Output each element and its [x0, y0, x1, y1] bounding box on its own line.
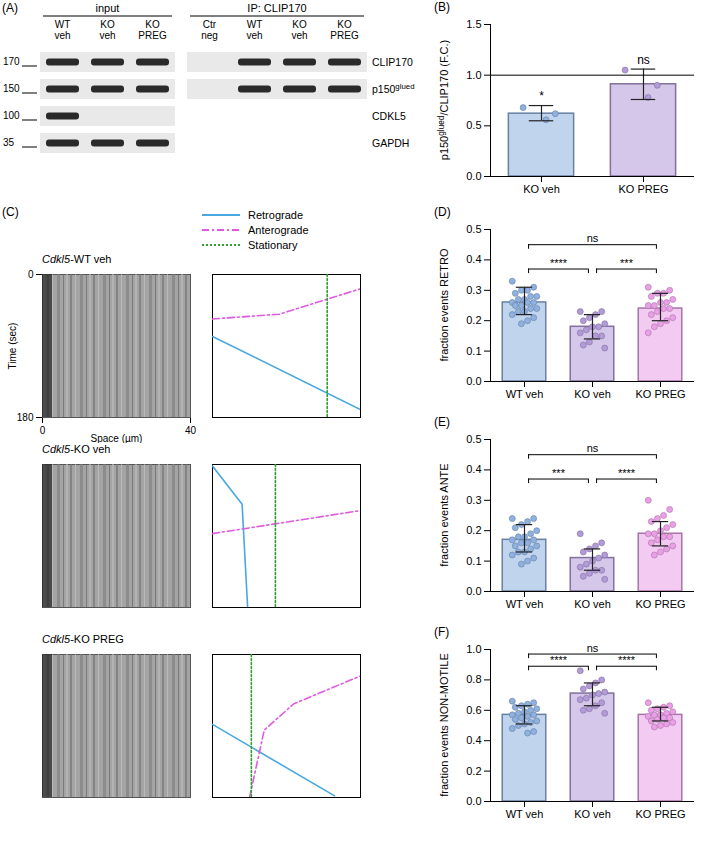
svg-text:GAPDH: GAPDH	[372, 137, 409, 149]
html-text:Cdkl5 -WT veh: Cdkl5 -WT veh	[42, 253, 112, 265]
svg-text:0.5: 0.5	[466, 223, 481, 235]
svg-text:****: ****	[550, 654, 568, 666]
svg-text:KO veh: KO veh	[574, 808, 611, 820]
svg-text:KO PREG: KO PREG	[635, 388, 685, 400]
svg-text:0.0: 0.0	[466, 170, 481, 182]
svg-text:0.1: 0.1	[466, 555, 481, 567]
svg-text:Retrograde: Retrograde	[248, 209, 303, 221]
svg-text:ns: ns	[587, 642, 599, 654]
svg-text:0.0: 0.0	[466, 795, 481, 807]
svg-text:CLIP170: CLIP170	[372, 56, 413, 68]
svg-text:WT veh: WT veh	[506, 598, 544, 610]
svg-text:KO veh: KO veh	[574, 598, 611, 610]
svg-text:****: ****	[618, 654, 636, 666]
svg-text:0.6: 0.6	[466, 704, 481, 716]
svg-text:WT veh: WT veh	[506, 388, 544, 400]
svg-text:KOPREG: KOPREG	[330, 19, 359, 41]
html-text:(C): (C)	[2, 205, 19, 219]
svg-text:0.5: 0.5	[466, 433, 481, 445]
svg-text:0.4: 0.4	[466, 253, 481, 265]
svg-text:0.4: 0.4	[466, 463, 481, 475]
svg-text:ns: ns	[587, 232, 599, 244]
svg-text:Stationary: Stationary	[248, 239, 298, 251]
svg-text:WTveh: WTveh	[246, 19, 262, 41]
svg-text:IP: CLIP170: IP: CLIP170	[247, 2, 306, 14]
svg-text:***: ***	[552, 467, 566, 479]
svg-text:1.0: 1.0	[466, 69, 481, 81]
svg-text:KO PREG: KO PREG	[618, 183, 668, 195]
svg-text:0.8: 0.8	[466, 673, 481, 685]
svg-text:Ctrneg: Ctrneg	[201, 19, 218, 41]
svg-text:0.4: 0.4	[466, 734, 481, 746]
html-text:Cdkl5 -KO veh: Cdkl5 -KO veh	[42, 443, 111, 455]
svg-text:1.5: 1.5	[466, 18, 481, 30]
svg-text:0.5: 0.5	[466, 119, 481, 131]
svg-text:40: 40	[185, 425, 196, 436]
svg-text:p150glued/CLIP170 (F.C.): p150glued/CLIP170 (F.C.)	[437, 40, 450, 160]
svg-text:0.2: 0.2	[466, 524, 481, 536]
svg-text:*: *	[539, 89, 544, 103]
svg-text:ns: ns	[637, 53, 650, 67]
svg-text:CDKL5: CDKL5	[372, 110, 406, 122]
svg-text:WTveh: WTveh	[54, 19, 70, 41]
svg-text:0.0: 0.0	[466, 585, 481, 597]
svg-text:35: 35	[3, 137, 15, 148]
svg-text:Time (sec): Time (sec)	[7, 323, 18, 370]
svg-text:1.0: 1.0	[466, 643, 481, 655]
html-text:(E): (E)	[434, 415, 450, 429]
svg-text:KOveh: KOveh	[99, 19, 115, 41]
svg-text:KO PREG: KO PREG	[635, 808, 685, 820]
svg-text:0: 0	[40, 425, 46, 436]
svg-text:Anterograde: Anterograde	[248, 224, 309, 236]
html-text:(B): (B)	[434, 0, 450, 14]
svg-text:170: 170	[3, 56, 20, 67]
svg-text:input: input	[96, 2, 120, 14]
svg-text:0: 0	[28, 269, 34, 280]
svg-text:(A): (A)	[2, 1, 18, 15]
html-text:(D): (D)	[434, 205, 451, 219]
html-text:Cdkl5 -KO PREG: Cdkl5 -KO PREG	[42, 633, 124, 645]
svg-text:****: ****	[618, 467, 636, 479]
svg-text:0.1: 0.1	[466, 345, 481, 357]
svg-text:150: 150	[3, 83, 20, 94]
svg-text:***: ***	[620, 257, 634, 269]
html-text:(F): (F)	[434, 625, 450, 639]
svg-text:100: 100	[3, 110, 20, 121]
svg-text:ns: ns	[587, 442, 599, 454]
svg-text:0.2: 0.2	[466, 765, 481, 777]
svg-text:fraction events NON-MOTILE: fraction events NON-MOTILE	[438, 653, 450, 797]
svg-text:Space (µm): Space (µm)	[91, 433, 143, 444]
svg-text:fraction events RETRO: fraction events RETRO	[438, 248, 450, 362]
svg-text:KO PREG: KO PREG	[635, 598, 685, 610]
svg-text:0.3: 0.3	[466, 494, 481, 506]
svg-text:KOPREG: KOPREG	[138, 19, 167, 41]
svg-text:0.2: 0.2	[466, 314, 481, 326]
svg-text:KO veh: KO veh	[523, 183, 560, 195]
svg-text:p150glued: p150glued	[372, 82, 415, 95]
svg-text:KO veh: KO veh	[574, 388, 611, 400]
svg-text:WT veh: WT veh	[506, 808, 544, 820]
svg-text:****: ****	[550, 257, 568, 269]
svg-text:0.3: 0.3	[466, 284, 481, 296]
svg-text:180: 180	[17, 412, 34, 423]
svg-text:fraction events ANTE: fraction events ANTE	[438, 463, 450, 566]
svg-text:KOveh: KOveh	[291, 19, 307, 41]
svg-text:0.0: 0.0	[466, 375, 481, 387]
